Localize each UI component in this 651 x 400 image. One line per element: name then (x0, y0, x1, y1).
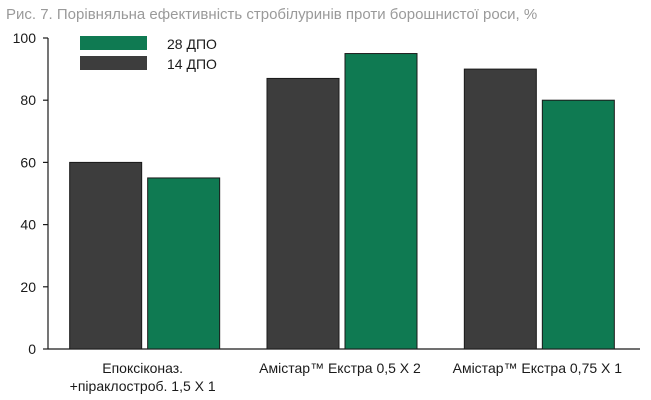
x-axis-labels: Епоксіконаз. +піраклостроб. 1,5 X 1 Аміста… (70, 360, 623, 394)
bar (541, 99, 615, 350)
y-tick-label: 80 (20, 92, 36, 108)
bar (463, 68, 537, 350)
legend-label: 28 ДПО (167, 36, 217, 52)
x-category-label: +піраклостроб. 1,5 X 1 (70, 378, 216, 394)
y-axis: 0 20 40 60 80 100 (13, 30, 640, 357)
x-category-label: Амістар™ Екстра 0,75 X 1 (453, 360, 623, 376)
y-tick-label: 20 (20, 279, 36, 295)
bar (69, 161, 143, 350)
legend: 28 ДПО 14 ДПО (80, 36, 217, 72)
y-tick-label: 100 (13, 30, 37, 46)
bar (266, 77, 340, 350)
legend-swatch (80, 56, 147, 70)
bar (147, 177, 221, 350)
y-tick-label: 40 (20, 217, 36, 233)
y-tick-label: 0 (28, 341, 36, 357)
bar (344, 53, 418, 350)
legend-swatch (80, 36, 147, 50)
bars (69, 53, 615, 350)
legend-label: 14 ДПО (167, 56, 217, 72)
y-tick-label: 60 (20, 154, 36, 170)
x-category-label: Епоксіконаз. (102, 360, 183, 376)
chart-title: Рис. 7. Порівняльна ефективність стробіл… (6, 6, 538, 23)
x-category-label: Амістар™ Екстра 0,5 X 2 (259, 360, 421, 376)
